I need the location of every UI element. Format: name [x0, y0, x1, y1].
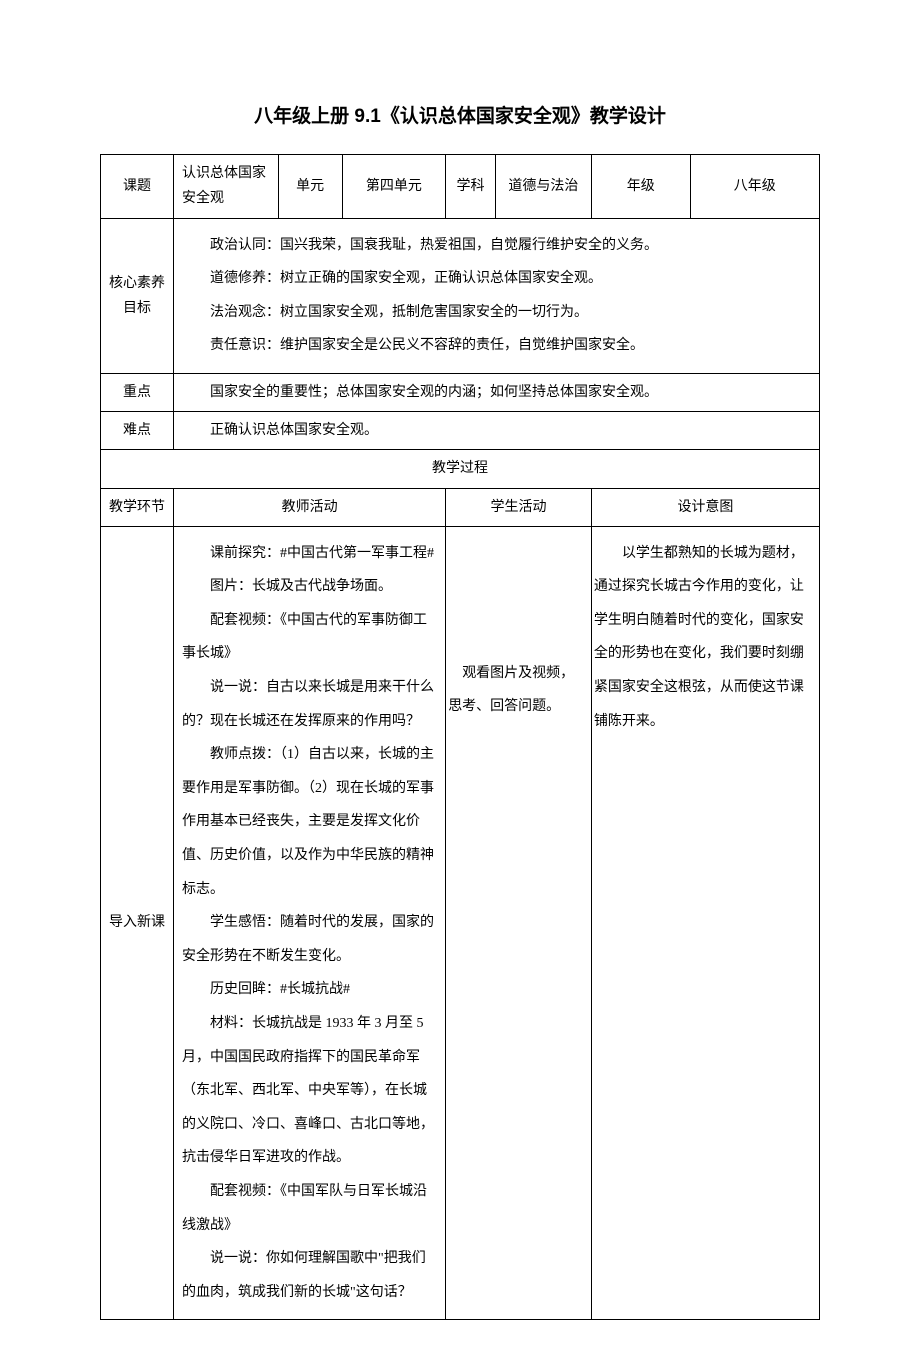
- unit-label: 单元: [278, 155, 342, 218]
- grade-value: 八年级: [690, 155, 819, 218]
- subject-label: 学科: [446, 155, 496, 218]
- phase-row: 导入新课 课前探究：#中国古代第一军事工程# 图片：长城及古代战争场面。 配套视…: [101, 526, 820, 1320]
- phase-name: 导入新课: [101, 526, 174, 1320]
- student-label: 学生活动: [446, 488, 592, 526]
- teacher-line: 课前探究：#中国古代第一军事工程#: [182, 537, 437, 571]
- teacher-line: 配套视频：《中国军队与日军长城沿线激战》: [182, 1175, 437, 1242]
- process-columns-row: 教学环节 教师活动 学生活动 设计意图: [101, 488, 820, 526]
- grade-label: 年级: [591, 155, 690, 218]
- core-goals-label: 核心素养目标: [101, 218, 174, 373]
- topic-value: 认识总体国家安全观: [174, 155, 279, 218]
- teacher-label: 教师活动: [174, 488, 446, 526]
- teacher-line: 历史回眸：#长城抗战#: [182, 973, 437, 1007]
- topic-label: 课题: [101, 155, 174, 218]
- student-activity: 观看图片及视频，思考、回答问题。: [446, 526, 592, 1320]
- teacher-activity: 课前探究：#中国古代第一军事工程# 图片：长城及古代战争场面。 配套视频：《中国…: [174, 526, 446, 1320]
- teacher-line: 配套视频：《中国古代的军事防御工事长城》: [182, 604, 437, 671]
- process-header-row: 教学过程: [101, 450, 820, 488]
- teacher-line: 图片：长城及古代战争场面。: [182, 570, 437, 604]
- goal-line: 道德修养：树立正确的国家安全观，正确认识总体国家安全观。: [182, 262, 811, 296]
- unit-value: 第四单元: [342, 155, 446, 218]
- key-points-label: 重点: [101, 373, 174, 411]
- goal-line: 法治观念：树立国家安全观，抵制危害国家安全的一切行为。: [182, 296, 811, 330]
- difficulties-value: 正确认识总体国家安全观。: [174, 412, 820, 450]
- difficulties-label: 难点: [101, 412, 174, 450]
- key-points-row: 重点 国家安全的重要性；总体国家安全观的内涵；如何坚持总体国家安全观。: [101, 373, 820, 411]
- difficulties-row: 难点 正确认识总体国家安全观。: [101, 412, 820, 450]
- lesson-plan-table: 课题 认识总体国家安全观 单元 第四单元 学科 道德与法治 年级 八年级 核心素…: [100, 154, 820, 1320]
- goal-line: 责任意识：维护国家安全是公民义不容辞的责任，自觉维护国家安全。: [182, 329, 811, 363]
- teacher-line: 材料：长城抗战是 1933 年 3 月至 5 月，中国国民政府指挥下的国民革命军…: [182, 1007, 437, 1175]
- page-title: 八年级上册 9.1《认识总体国家安全观》教学设计: [100, 100, 820, 134]
- design-intent: 以学生都熟知的长城为题材，通过探究长城古今作用的变化，让学生明白随着时代的变化，…: [591, 526, 819, 1320]
- teacher-line: 说一说：你如何理解国歌中"把我们的血肉，筑成我们新的长城"这句话？: [182, 1242, 437, 1309]
- teacher-line: 教师点拨：（1）自古以来，长城的主要作用是军事防御。（2）现在长城的军事作用基本…: [182, 738, 437, 906]
- key-points-value: 国家安全的重要性；总体国家安全观的内涵；如何坚持总体国家安全观。: [174, 373, 820, 411]
- core-goals-value: 政治认同：国兴我荣，国衰我耻，热爱祖国，自觉履行维护安全的义务。 道德修养：树立…: [174, 218, 820, 373]
- subject-value: 道德与法治: [495, 155, 591, 218]
- teacher-line: 学生感悟：随着时代的发展，国家的安全形势在不断发生变化。: [182, 906, 437, 973]
- process-label: 教学过程: [101, 450, 820, 488]
- phase-label: 教学环节: [101, 488, 174, 526]
- meta-row: 课题 认识总体国家安全观 单元 第四单元 学科 道德与法治 年级 八年级: [101, 155, 820, 218]
- teacher-line: 说一说：自古以来长城是用来干什么的？现在长城还在发挥原来的作用吗？: [182, 671, 437, 738]
- goal-line: 政治认同：国兴我荣，国衰我耻，热爱祖国，自觉履行维护安全的义务。: [182, 229, 811, 263]
- design-label: 设计意图: [591, 488, 819, 526]
- core-goals-row: 核心素养目标 政治认同：国兴我荣，国衰我耻，热爱祖国，自觉履行维护安全的义务。 …: [101, 218, 820, 373]
